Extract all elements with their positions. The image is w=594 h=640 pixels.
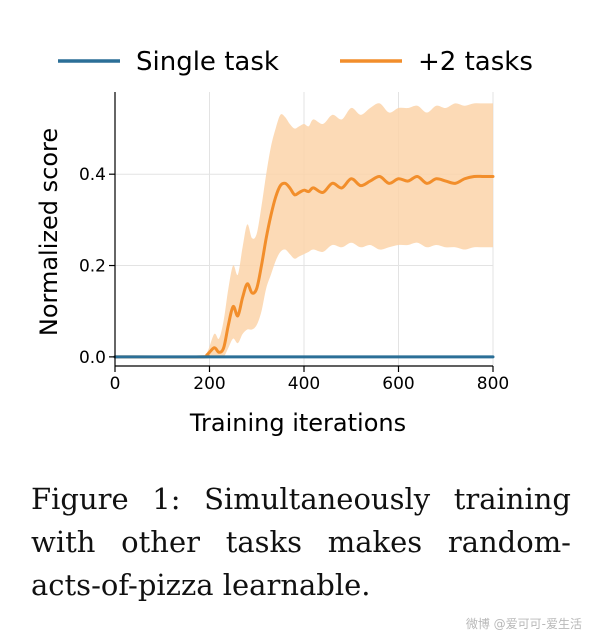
y-tick-label: 0.2 — [79, 257, 106, 277]
chart: 0 200 400 600 800 0.0 0.2 0.4 Training iteratio… — [35, 47, 533, 437]
watermark: 微博 @爱可可-爱生活 — [465, 617, 582, 631]
line-series-1 — [113, 174, 495, 359]
y-tick-label: 0.4 — [79, 165, 106, 185]
legend-label-0: Single task — [136, 47, 279, 77]
x-tick-label: 800 — [477, 374, 509, 394]
figure-caption: Figure 1: Simultaneously training with o… — [31, 482, 571, 602]
band-series-1 — [115, 103, 493, 358]
legend: Single task +2 tasks — [58, 47, 533, 77]
series-lines — [113, 174, 495, 359]
y-axis-label: Normalized score — [35, 128, 63, 336]
x-tick-label: 0 — [110, 374, 121, 394]
axes — [109, 92, 494, 372]
x-tick-label: 400 — [288, 374, 320, 394]
confidence-bands — [115, 103, 493, 358]
x-tick-label: 600 — [382, 374, 414, 394]
tick-labels: 0 200 400 600 800 0.0 0.2 0.4 — [79, 165, 509, 394]
x-tick-label: 200 — [193, 374, 225, 394]
y-tick-label: 0.0 — [79, 348, 106, 368]
x-axis-label: Training iterations — [189, 409, 406, 437]
legend-label-1: +2 tasks — [418, 47, 533, 77]
